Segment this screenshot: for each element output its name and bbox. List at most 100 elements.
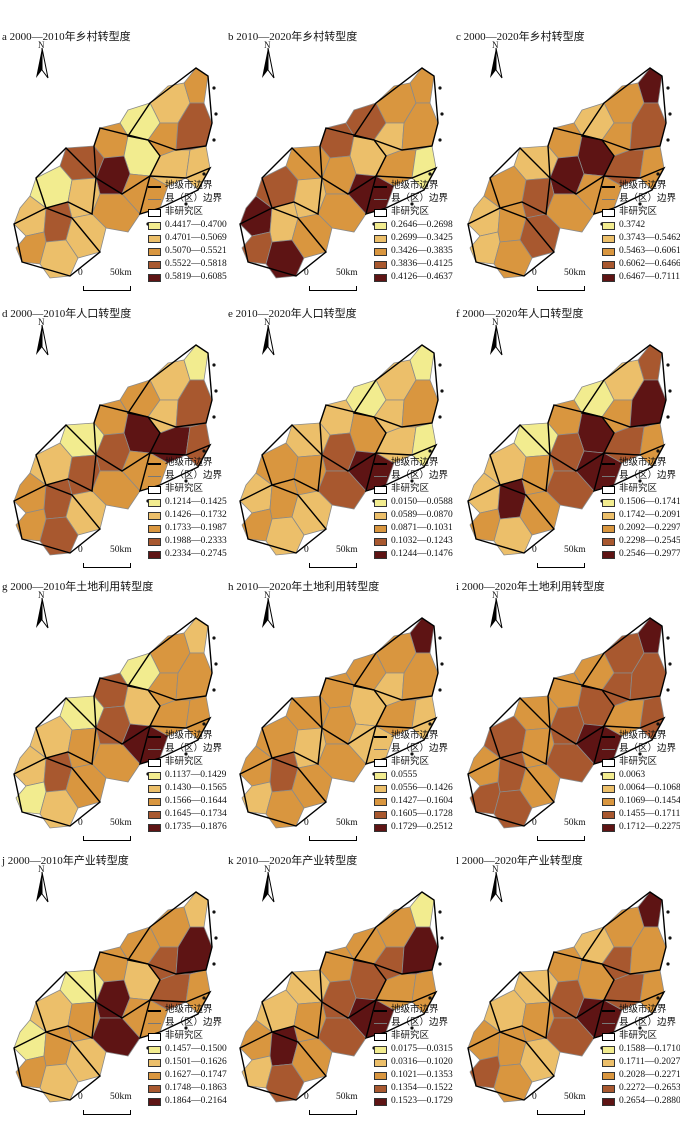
- scale-bar: 0 50km: [304, 1092, 364, 1115]
- island: [638, 1026, 642, 1030]
- county-border-line-icon: [148, 199, 161, 200]
- city-border-line-icon: [148, 185, 161, 188]
- legend-swatch: [148, 771, 161, 780]
- island: [638, 479, 642, 483]
- legend-swatch: [148, 537, 161, 546]
- legend-swatch: [374, 247, 387, 256]
- legend-class-label: 0.1729—0.2512: [391, 822, 453, 832]
- legend-class-label: 0.6062—0.6466: [619, 259, 680, 269]
- legend-class-1: 0.0150—0.0588: [374, 496, 453, 509]
- island: [428, 449, 432, 453]
- county-region: [637, 617, 663, 654]
- panel-title: g 2000—2010年土地利用转型度: [2, 581, 154, 593]
- legend-class-label: 0.2092—0.2297: [619, 523, 680, 533]
- scale-bar-line: [537, 836, 585, 841]
- city-boundary: [139, 166, 212, 216]
- city-boundary: [239, 1031, 327, 1101]
- legend-class-4: 0.1032—0.1243: [374, 535, 453, 548]
- non-study-box-icon: [602, 208, 615, 217]
- legend-class-label: 0.1988—0.2333: [165, 536, 227, 546]
- north-arrow-icon: [36, 324, 49, 356]
- legend-swatch: [602, 498, 615, 507]
- legend-non-study: 非研究区: [148, 1030, 227, 1043]
- city-boundary: [547, 127, 615, 195]
- legend-swatch: [602, 511, 615, 520]
- island: [656, 722, 660, 726]
- island: [428, 172, 432, 176]
- scale-bar: 0 50km: [532, 818, 592, 841]
- legend-classes: 0.1506—0.1741 0.1742—0.2091 0.2092—0.2297 0…: [602, 496, 680, 561]
- legend-class-2: 0.1430—0.1565: [148, 782, 227, 795]
- city-border-line-icon: [374, 735, 387, 738]
- legend-class-label: 0.0556—0.1426: [391, 783, 453, 793]
- city-boundary: [467, 757, 555, 827]
- island: [410, 752, 414, 756]
- legend-non-study-label: 非研究区: [619, 207, 658, 217]
- city-boundary: [13, 757, 101, 827]
- north-label: N: [38, 864, 45, 874]
- island: [440, 112, 444, 116]
- legend-class-label: 0.1627—0.1747: [165, 1070, 227, 1080]
- north-arrow-icon: [262, 871, 275, 903]
- island: [212, 363, 216, 367]
- island: [202, 449, 206, 453]
- non-study-box-icon: [602, 1032, 615, 1041]
- legend-class-4: 0.1455—0.1711: [602, 808, 680, 821]
- island: [184, 752, 188, 756]
- legend: 地级市边界 县（区）边界 非研究区 0.3742 0.3743—0.5462 0.5…: [602, 180, 680, 284]
- legend-class-label: 0.1455—0.1711: [619, 809, 680, 819]
- island: [666, 910, 670, 914]
- legend-swatch: [374, 784, 387, 793]
- legend-swatch: [148, 260, 161, 269]
- legend: 地级市边界 县（区）边界 非研究区 0.0063 0.0064—0.1068 0.1…: [602, 730, 680, 834]
- legend-swatch: [602, 221, 615, 230]
- county-border-line-icon: [602, 476, 615, 477]
- legend-class-label: 0.1523—0.1729: [391, 1096, 453, 1106]
- legend-swatch: [148, 1071, 161, 1080]
- legend-swatch: [374, 524, 387, 533]
- choropleth-map: [239, 344, 444, 556]
- scale-zero-label: 0: [304, 818, 309, 828]
- legend-city-border: 地级市边界: [602, 730, 680, 743]
- scale-bar-line: [537, 286, 585, 291]
- choropleth-map: [467, 344, 672, 556]
- map-panel-l: N l 2000—2020年产业转型度 地级市边界 县（区）边界 非研究区 0.…: [454, 852, 680, 1128]
- legend-swatch: [374, 273, 387, 282]
- legend-class-label: 0.1605—0.1728: [391, 809, 453, 819]
- county-border-line-icon: [148, 1023, 161, 1024]
- legend-swatch: [602, 524, 615, 533]
- legend-swatch: [602, 771, 615, 780]
- island: [666, 363, 670, 367]
- legend-non-study: 非研究区: [374, 1030, 453, 1043]
- legend-swatch: [602, 1097, 615, 1106]
- island: [438, 138, 442, 142]
- legend-county-border-label: 县（区）边界: [619, 1018, 677, 1028]
- legend-class-label: 0.4701—0.5069: [165, 233, 227, 243]
- city-boundary: [13, 207, 101, 277]
- county-region: [409, 67, 435, 104]
- legend-city-border: 地级市边界: [148, 730, 227, 743]
- panel-title: d 2000—2010年人口转型度: [2, 308, 132, 320]
- legend-class-label: 0.1354—0.1522: [391, 1083, 453, 1093]
- island: [212, 962, 216, 966]
- legend-class-label: 0.1021—0.1353: [391, 1070, 453, 1080]
- non-study-box-icon: [148, 485, 161, 494]
- island: [668, 389, 672, 393]
- legend-non-study-label: 非研究区: [165, 207, 204, 217]
- scale-bar: 0 50km: [532, 545, 592, 568]
- legend-county-border: 县（区）边界: [374, 1017, 453, 1030]
- legend-swatch: [374, 550, 387, 559]
- legend-non-study-label: 非研究区: [619, 757, 658, 767]
- legend-swatch: [148, 247, 161, 256]
- island: [438, 688, 442, 692]
- legend-swatch: [602, 247, 615, 256]
- scale-zero-label: 0: [532, 545, 537, 555]
- legend-class-label: 0.1733—0.1987: [165, 523, 227, 533]
- island: [438, 363, 442, 367]
- island: [202, 722, 206, 726]
- legend-class-label: 0.2546—0.2977: [619, 549, 680, 559]
- scale-dist-label: 50km: [110, 1092, 132, 1102]
- legend-class-1: 0.4417—0.4700: [148, 219, 227, 232]
- scale-zero-label: 0: [532, 1092, 537, 1102]
- legend-classes: 0.1588—0.1710 0.1711—0.2027 0.2028—0.2271 0…: [602, 1043, 680, 1108]
